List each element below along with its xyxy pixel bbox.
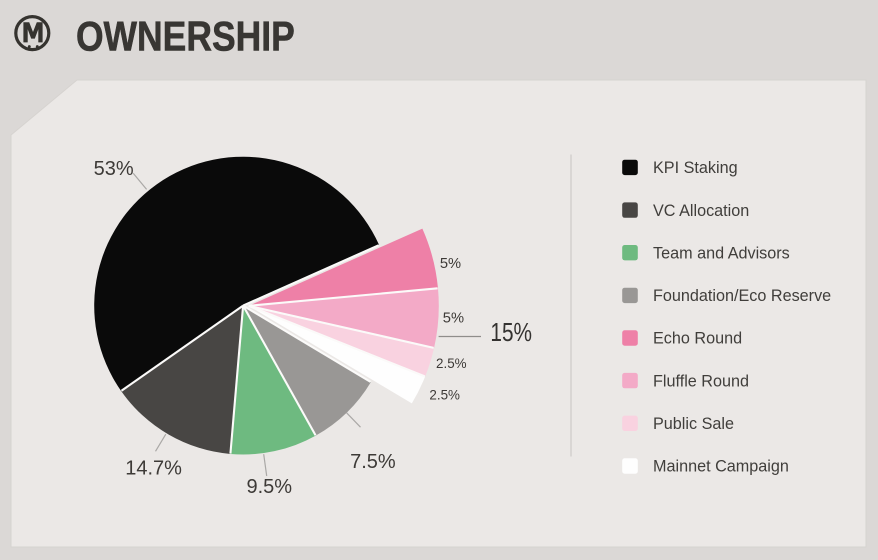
svg-text:53%: 53% bbox=[94, 158, 134, 180]
svg-text:2.5%: 2.5% bbox=[429, 387, 460, 402]
svg-text:7.5%: 7.5% bbox=[350, 451, 396, 473]
svg-text:5%: 5% bbox=[440, 256, 461, 272]
svg-text:Mainnet Campaign: Mainnet Campaign bbox=[653, 458, 789, 476]
svg-text:Foundation/Eco Reserve: Foundation/Eco Reserve bbox=[653, 287, 831, 305]
svg-text:Public Sale: Public Sale bbox=[653, 415, 734, 433]
svg-text:KPI Staking: KPI Staking bbox=[653, 159, 738, 177]
svg-text:VC Allocation: VC Allocation bbox=[653, 202, 749, 220]
svg-text:14.7%: 14.7% bbox=[125, 458, 182, 480]
svg-text:OWNERSHIP: OWNERSHIP bbox=[76, 14, 295, 60]
svg-text:5%: 5% bbox=[443, 310, 464, 326]
svg-text:Fluffle Round: Fluffle Round bbox=[653, 372, 749, 390]
svg-text:Echo Round: Echo Round bbox=[653, 330, 742, 348]
svg-text:2.5%: 2.5% bbox=[436, 356, 467, 371]
svg-text:9.5%: 9.5% bbox=[247, 476, 293, 498]
svg-text:15%: 15% bbox=[490, 318, 532, 347]
svg-text:Team and Advisors: Team and Advisors bbox=[653, 244, 790, 262]
